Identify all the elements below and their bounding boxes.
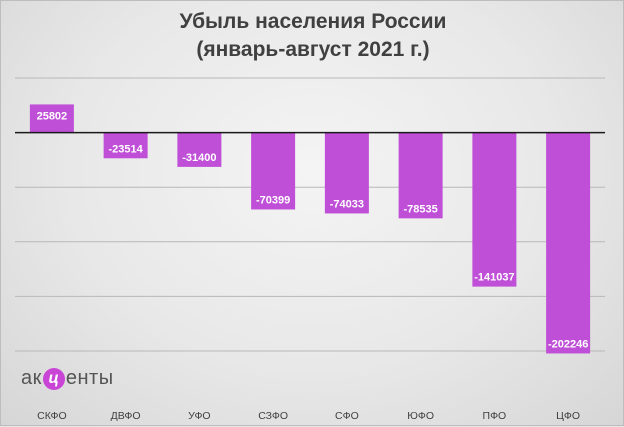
bar-ДВФО (103, 132, 148, 159)
data-label: -70399 (256, 194, 290, 206)
bar-СЗФО (251, 132, 296, 210)
category-label: СКФО (37, 410, 67, 422)
logo-prefix: ак (21, 367, 42, 389)
bar-ЦФО (546, 132, 591, 354)
category-label: СЗФО (258, 410, 288, 422)
bar-ПФО (472, 132, 517, 287)
data-label: -78535 (403, 203, 437, 215)
data-label: 25802 (37, 110, 68, 122)
category-label: УФО (188, 410, 210, 422)
category-label: ПФО (483, 410, 507, 422)
category-label: СФО (335, 410, 359, 422)
brand-logo: ак ц енты (21, 367, 114, 390)
category-label: ЦФО (556, 410, 580, 422)
logo-mid: ц (42, 367, 65, 390)
category-label: ДВФО (111, 410, 141, 422)
data-label: -141037 (474, 272, 514, 284)
category-label: ЮФО (407, 410, 434, 422)
logo-suffix: енты (65, 367, 114, 389)
chart-title: Убыль населения России (179, 10, 447, 33)
bar-УФО (177, 132, 222, 167)
data-label: -31400 (182, 152, 216, 164)
data-label: -23514 (108, 143, 143, 155)
data-label: -74033 (330, 198, 364, 210)
bar-СКФО (29, 104, 74, 133)
bar-ЮФО (398, 132, 443, 219)
chart-subtitle: (январь-август 2021 г.) (196, 38, 430, 61)
data-label: -202246 (548, 338, 588, 350)
bar-СФО (324, 132, 369, 214)
